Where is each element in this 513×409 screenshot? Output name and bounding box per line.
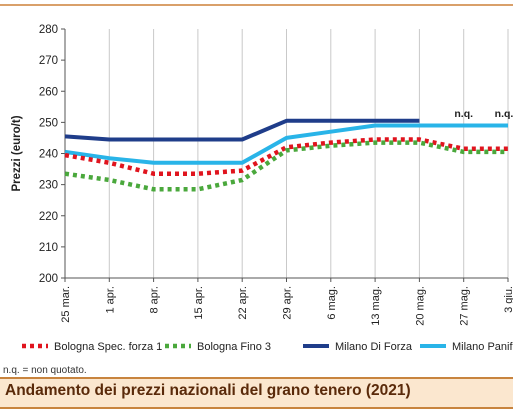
series-line — [64, 118, 420, 142]
chart-title-banner: Andamento dei prezzi nazionali del grano… — [0, 377, 513, 409]
y-tick-label: 240 — [39, 149, 58, 161]
x-tick-label: 3 giu. — [503, 286, 513, 313]
y-tick-label: 260 — [39, 86, 58, 98]
y-tick-label: 200 — [39, 273, 58, 285]
x-tick-label: 15 apr. — [193, 286, 205, 320]
x-tick-label: 1 apr. — [104, 286, 116, 314]
x-tick-label: 29 apr. — [282, 286, 294, 320]
y-axis-title: Prezzi (euro/t) — [11, 115, 23, 191]
series-line — [64, 123, 508, 165]
nq-annotation: n.q. — [495, 108, 513, 120]
chart-title: Andamento dei prezzi nazionali del grano… — [5, 382, 411, 399]
legend-label: Milano Panificabile — [452, 341, 513, 353]
legend-label: Bologna Spec. forza 1 — [54, 341, 162, 353]
legend-label: Milano Di Forza — [335, 341, 413, 353]
footnote: n.q. = non quotato. — [3, 365, 87, 376]
x-tick-label: 27 mag. — [459, 286, 471, 326]
x-tick-label: 20 mag. — [414, 286, 426, 326]
x-tick-label: 6 mag. — [326, 286, 338, 320]
y-tick-label: 220 — [39, 211, 58, 223]
x-tick-label: 25 mar. — [60, 286, 72, 323]
chart-canvas: 200 210 220 230 240 250 260 270 280 25 mar. 1 apr.… — [11, 24, 513, 353]
series-line — [64, 137, 508, 176]
nq-annotation: n.q. — [454, 108, 473, 120]
top-rule — [0, 4, 513, 6]
y-tick-label: 230 — [39, 180, 58, 192]
y-tick-label: 280 — [39, 24, 58, 36]
x-tick-label: 8 apr. — [149, 286, 161, 314]
y-tick-label: 210 — [39, 242, 58, 254]
y-tick-label: 250 — [39, 117, 58, 129]
x-tick-label: 13 mag. — [370, 286, 382, 326]
y-tick-label: 270 — [39, 55, 58, 67]
legend-label: Bologna Fino 3 — [197, 341, 271, 353]
x-tick-label: 22 apr. — [237, 286, 249, 320]
series-line — [64, 140, 508, 192]
